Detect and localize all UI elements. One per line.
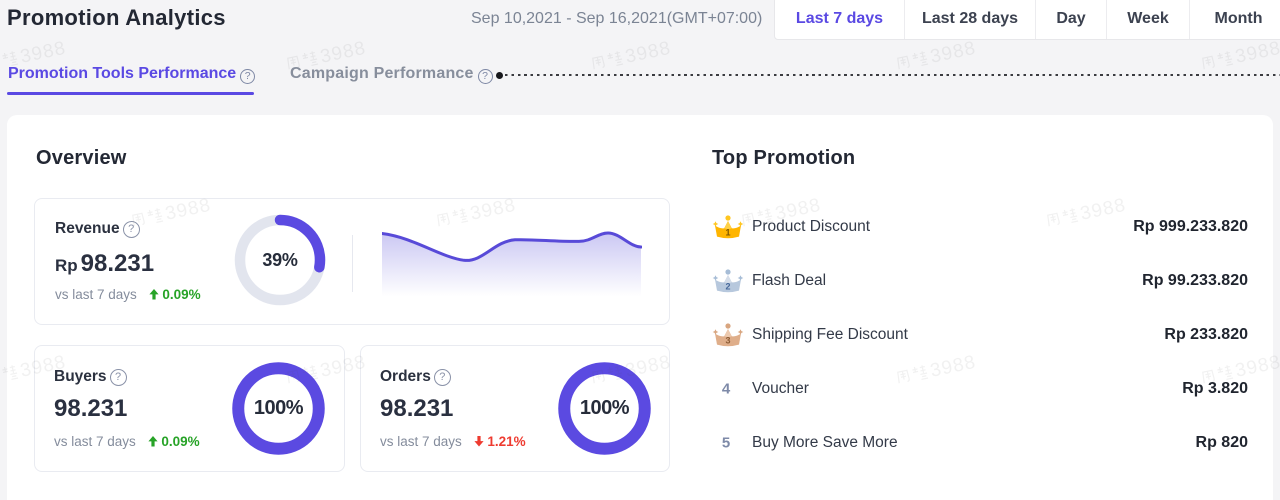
svg-text:3: 3: [725, 336, 730, 346]
svg-text:2: 2: [725, 282, 730, 292]
svg-text:1: 1: [725, 228, 730, 238]
